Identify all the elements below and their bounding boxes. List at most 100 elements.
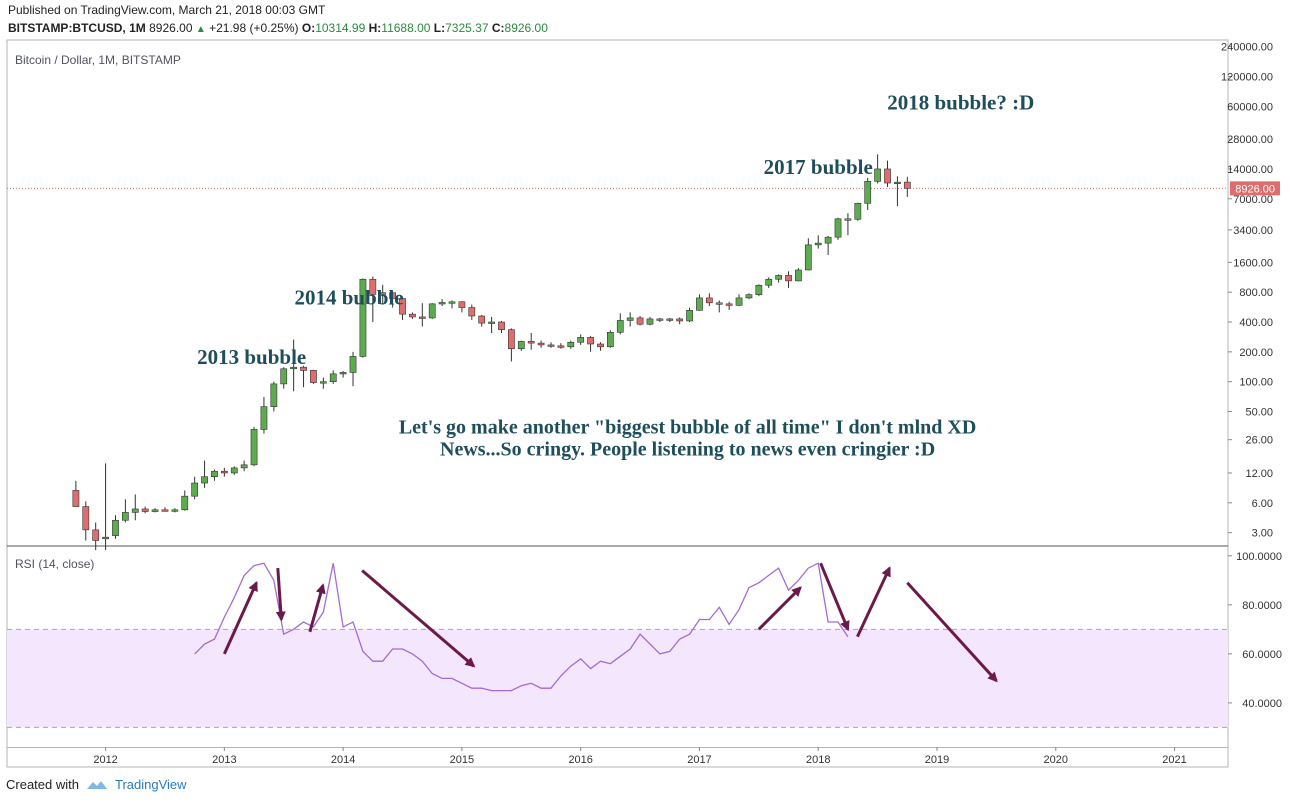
x-tick-label: 2021 bbox=[1162, 754, 1186, 766]
candle-up-body bbox=[339, 372, 347, 375]
candle bbox=[319, 377, 327, 389]
open-label: O: bbox=[301, 21, 316, 35]
candle-up-body bbox=[211, 470, 218, 478]
tradingview-brand-link[interactable]: TradingView bbox=[114, 777, 187, 792]
candle-up-body bbox=[359, 278, 367, 357]
candle-down-body bbox=[498, 321, 505, 330]
rsi-band bbox=[7, 629, 1228, 728]
candle-up-body bbox=[517, 341, 525, 350]
candle-down-body bbox=[844, 218, 852, 221]
candle-up-body bbox=[735, 297, 743, 306]
candle-up-body bbox=[804, 244, 812, 271]
candle bbox=[864, 177, 872, 210]
candle bbox=[220, 467, 228, 477]
candle bbox=[894, 176, 901, 207]
candle-up-body bbox=[181, 495, 189, 511]
tradingview-logo-icon bbox=[86, 780, 107, 789]
candle bbox=[379, 284, 387, 305]
candle bbox=[527, 332, 535, 350]
candle-down-body bbox=[705, 297, 713, 304]
candle-up-body bbox=[854, 203, 862, 220]
candle bbox=[785, 271, 792, 289]
candle bbox=[795, 268, 802, 282]
candle-up-body bbox=[607, 332, 614, 348]
candle bbox=[349, 351, 357, 387]
candle-up-body bbox=[864, 181, 872, 204]
candle bbox=[854, 202, 862, 221]
candle-down-body bbox=[389, 292, 396, 299]
x-tick-label: 2017 bbox=[687, 754, 711, 766]
triangle-up-icon: ▲ bbox=[195, 24, 206, 35]
bubble-annotation: 2017 bubble bbox=[764, 155, 873, 179]
y-tick-label: 120000.00 bbox=[1221, 71, 1273, 83]
candle-down-body bbox=[785, 275, 792, 282]
candle-up-body bbox=[646, 318, 654, 325]
candle bbox=[765, 277, 773, 289]
candle-up-body bbox=[745, 294, 753, 299]
candle bbox=[705, 293, 713, 307]
candle bbox=[270, 381, 278, 412]
close-label: C: bbox=[491, 21, 505, 35]
y-tick-label: 1600.00 bbox=[1233, 257, 1273, 269]
x-tick-label: 2019 bbox=[925, 754, 949, 766]
candle-down-body bbox=[478, 315, 486, 324]
bubble-annotation: 2013 bubble bbox=[197, 345, 306, 369]
candle bbox=[577, 334, 585, 345]
candle bbox=[557, 343, 565, 349]
candle bbox=[488, 316, 495, 333]
candle bbox=[191, 476, 199, 500]
candle-up-body bbox=[329, 373, 337, 382]
annotation-arrow bbox=[222, 580, 258, 655]
candle bbox=[428, 303, 436, 319]
candle bbox=[547, 342, 555, 348]
candle-up-body bbox=[428, 303, 436, 319]
last-price-label: 8926.00 bbox=[1235, 183, 1275, 195]
rsi-tick-label: 40.0000 bbox=[1242, 698, 1282, 710]
candle bbox=[508, 328, 515, 362]
candle bbox=[715, 300, 723, 313]
last-price-badge bbox=[1230, 181, 1280, 196]
candle bbox=[804, 238, 812, 271]
candle-down-body bbox=[903, 181, 911, 189]
candle bbox=[211, 469, 218, 481]
candle-up-body bbox=[240, 464, 248, 469]
candle bbox=[498, 320, 505, 333]
candle bbox=[874, 154, 881, 184]
candle-up-body bbox=[102, 536, 109, 540]
candle bbox=[151, 508, 159, 513]
candle-down-body bbox=[92, 529, 100, 541]
y-tick-label: 6.00 bbox=[1252, 498, 1273, 510]
candle-up-body bbox=[448, 301, 456, 304]
symbol-name: BITSTAMP:BTCUSD, 1M bbox=[8, 21, 146, 35]
annotation-arrow bbox=[757, 586, 802, 631]
candle bbox=[122, 499, 129, 523]
candle bbox=[567, 340, 575, 349]
comment-annotation: News...So cringy. People listening to ne… bbox=[440, 439, 935, 461]
candle bbox=[260, 397, 268, 434]
annotation-arrow bbox=[856, 566, 891, 638]
candle bbox=[656, 317, 664, 323]
candle bbox=[418, 303, 426, 327]
candle-down-body bbox=[587, 337, 594, 345]
x-tick-label: 2018 bbox=[806, 754, 830, 766]
candle-up-body bbox=[874, 168, 881, 182]
annotation-arrow bbox=[308, 583, 326, 633]
candle bbox=[646, 316, 654, 326]
main-pane-title: Bitcoin / Dollar, 1M, BITSTAMP bbox=[15, 53, 181, 67]
published-line: Published on TradingView.com, March 21, … bbox=[8, 3, 326, 17]
candle-up-body bbox=[577, 337, 585, 343]
candle bbox=[814, 235, 822, 249]
x-tick-label: 2020 bbox=[1044, 754, 1068, 766]
candle-up-body bbox=[824, 236, 832, 244]
high-label: H: bbox=[368, 21, 382, 35]
candle-down-body bbox=[310, 370, 317, 383]
candle bbox=[161, 507, 169, 512]
candle-up-body bbox=[250, 429, 258, 466]
candle-up-body bbox=[379, 292, 387, 295]
candle-up-body bbox=[171, 509, 179, 512]
candle bbox=[755, 284, 763, 297]
candle-up-body bbox=[122, 512, 129, 521]
candle-down-body bbox=[220, 470, 228, 474]
low-label: L: bbox=[433, 21, 446, 35]
